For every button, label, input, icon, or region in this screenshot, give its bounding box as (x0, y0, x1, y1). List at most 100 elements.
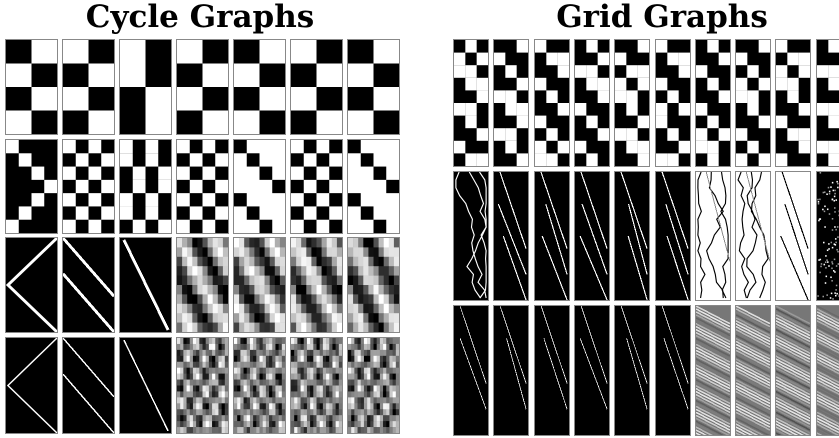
cycle-tile-r2-c5 (233, 139, 286, 234)
cycle-tile-r1-c2 (62, 39, 115, 135)
grid-pattern-noise-dark (816, 172, 839, 300)
grid-tile-r1-c8 (735, 39, 772, 167)
grid-graphs-panel: Grid Graphs (452, 0, 839, 438)
cycle-tile-r3-c5 (233, 237, 286, 333)
grid-pattern-thin-lines-dark (655, 306, 690, 435)
cycle-tile-r1-c5 (233, 39, 286, 135)
cycle-tile-r3-c4 (176, 237, 229, 333)
cycle-tile-r2-c6 (290, 139, 343, 234)
cycle-pattern-gray-crosshatch (291, 338, 342, 433)
cycle-pattern-diagonal-steep (120, 140, 171, 233)
cycle-pattern-diagonal-white-lines (63, 238, 114, 332)
cycle-pattern-gray-diagonal (291, 238, 342, 332)
cycle-pattern-halves (120, 40, 171, 134)
cycle-pattern-gray-diagonal (348, 238, 399, 332)
cycle-tile-r1-c7 (347, 39, 400, 135)
cycle-tile-r4-c2 (62, 337, 115, 434)
grid-tile-r2-c6 (654, 171, 691, 301)
grid-pattern-block-diagonal (776, 40, 811, 166)
grid-pattern-block-diagonal (574, 40, 609, 166)
grid-tile-r3-c8 (735, 305, 772, 436)
grid-pattern-zigzag-light (695, 172, 730, 300)
grid-graphs-title: Grid Graphs (556, 0, 768, 35)
grid-tile-r3-c10 (815, 305, 839, 436)
cycle-pattern-checker (63, 40, 114, 134)
grid-tile-r2-c8 (735, 171, 772, 301)
grid-tile-r1-c2 (493, 39, 530, 167)
cycle-pattern-x-white-lines (6, 238, 57, 332)
grid-tile-r1-c4 (573, 39, 610, 167)
grid-tile-r1-c1 (453, 39, 489, 167)
grid-tile-r2-c7 (694, 171, 731, 301)
cycle-tile-r2-c4 (176, 139, 229, 234)
grid-pattern-block-diagonal (736, 40, 771, 166)
grid-pattern-thin-lines-dark (494, 306, 529, 435)
grid-pattern-block-diagonal (695, 40, 730, 166)
grid-pattern-block-diagonal (615, 40, 650, 166)
cycle-pattern-diagonal-light (234, 140, 285, 233)
cycle-tile-r1-c6 (290, 39, 343, 135)
cycle-tile-r2-c2 (62, 139, 115, 234)
grid-pattern-sparse-lines-dark (494, 172, 529, 300)
cycle-tile-r4-c3 (119, 337, 172, 434)
grid-pattern-sparse-lines-dark (574, 172, 609, 300)
grid-tile-r1-c5 (614, 39, 651, 167)
grid-pattern-block-diagonal (494, 40, 529, 166)
grid-tile-r1-c9 (775, 39, 812, 167)
cycle-tile-r1-c3 (119, 39, 172, 135)
cycle-pattern-gray-diagonal (234, 238, 285, 332)
cycle-tile-r3-c6 (290, 237, 343, 333)
grid-pattern-zigzag-dark (454, 172, 488, 300)
grid-tile-r3-c4 (573, 305, 610, 436)
grid-tile-r3-c5 (614, 305, 651, 436)
grid-tile-r3-c7 (694, 305, 731, 436)
cycle-tile-r2-c3 (119, 139, 172, 234)
cycle-pattern-gray-diagonal (177, 238, 228, 332)
cycle-tile-r4-c6 (290, 337, 343, 434)
cycle-pattern-diagonal-thin-lines (63, 338, 114, 433)
grid-pattern-sparse-lines-dark (655, 172, 690, 300)
grid-tile-r1-c7 (694, 39, 731, 167)
cycle-tile-r4-c5 (233, 337, 286, 434)
cycle-pattern-checker (291, 40, 342, 134)
grid-tile-r2-c4 (573, 171, 610, 301)
cycle-tile-r2-c1 (5, 139, 58, 234)
grid-pattern-block-diagonal (655, 40, 690, 166)
grid-pattern-lines-light (776, 172, 811, 300)
grid-tile-r2-c10 (815, 171, 839, 301)
grid-pattern-sparse-lines-dark (615, 172, 650, 300)
cycle-tile-r1-c1 (5, 39, 58, 135)
grid-tile-r3-c1 (453, 305, 489, 436)
cycle-pattern-checker (348, 40, 399, 134)
grid-tile-r2-c9 (775, 171, 812, 301)
cycle-pattern-checker (234, 40, 285, 134)
grid-pattern-block-diagonal (454, 40, 488, 166)
grid-tile-r1-c10 (815, 39, 839, 167)
grid-tile-r3-c3 (533, 305, 570, 436)
cycle-tile-r3-c3 (119, 237, 172, 333)
grid-pattern-block-diagonal (534, 40, 569, 166)
cycle-pattern-checker (177, 40, 228, 134)
grid-pattern-zigzag-light (736, 172, 771, 300)
cycle-pattern-diagonal-light (348, 140, 399, 233)
cycle-tile-r1-c4 (176, 39, 229, 135)
grid-tile-r3-c2 (493, 305, 530, 436)
grid-tile-r1-c6 (654, 39, 691, 167)
grid-pattern-thin-lines-dark (454, 306, 488, 435)
cycle-pattern-single-thin-line (120, 338, 171, 433)
grid-pattern-thin-lines-dark (534, 306, 569, 435)
grid-pattern-gray-wave (736, 306, 771, 435)
cycle-pattern-chevron-dark (6, 140, 57, 233)
cycle-pattern-x-thin-lines (6, 338, 57, 433)
grid-tile-r2-c3 (533, 171, 570, 301)
grid-tile-r3-c6 (654, 305, 691, 436)
cycle-pattern-gray-crosshatch (348, 338, 399, 433)
cycle-tile-r3-c2 (62, 237, 115, 333)
cycle-graphs-panel: Cycle Graphs (0, 0, 400, 438)
cycle-tile-r4-c1 (5, 337, 58, 434)
grid-tile-r1-c3 (533, 39, 570, 167)
grid-pattern-block-diagonal (816, 40, 839, 166)
cycle-pattern-diagonal-dark (291, 140, 342, 233)
cycle-tile-r3-c7 (347, 237, 400, 333)
cycle-pattern-diagonal-dark (63, 140, 114, 233)
